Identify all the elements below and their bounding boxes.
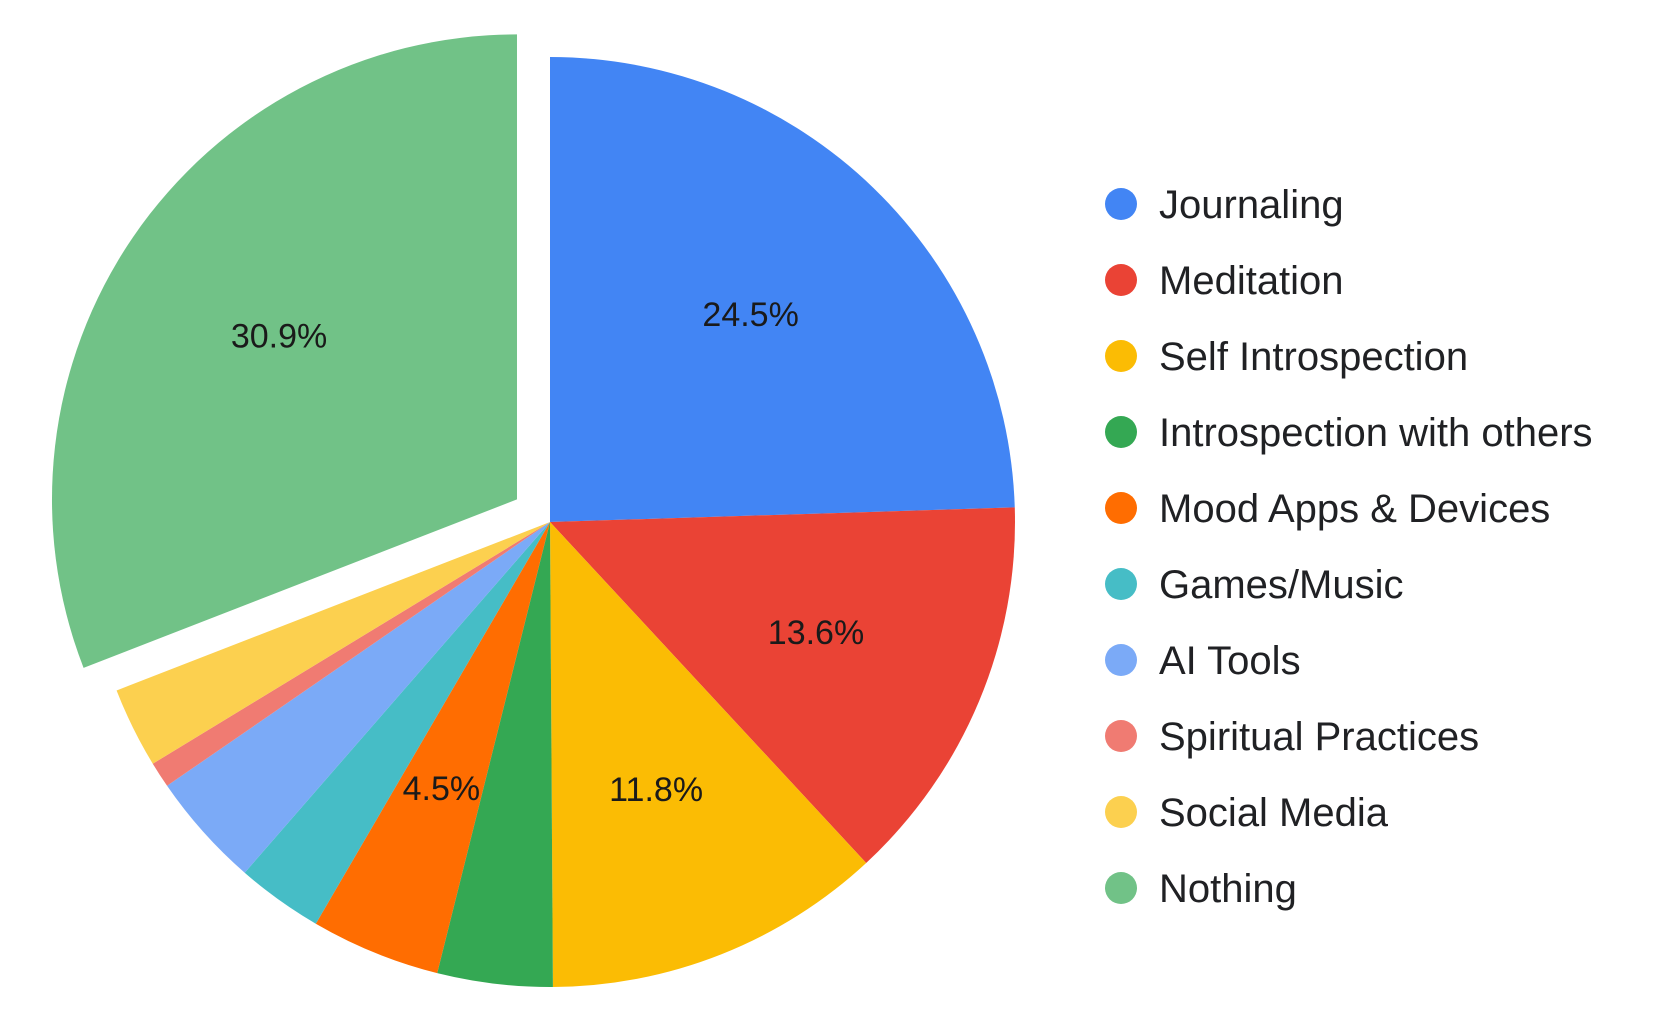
- chart-legend: Journaling Meditation Self Introspection In…: [1105, 180, 1645, 940]
- pie-slice-meditation: [550, 507, 1015, 863]
- pie-slice-introspection-with-others: [437, 522, 553, 987]
- legend-label: Meditation: [1159, 259, 1344, 303]
- legend-swatch-icon: [1105, 568, 1137, 600]
- legend-item-social-media: Social Media: [1105, 788, 1645, 838]
- legend-swatch-icon: [1105, 872, 1137, 904]
- slice-label-mood-apps-and-devices: 4.5%: [403, 770, 481, 808]
- pie-slice-games-music: [244, 522, 550, 924]
- pie-slice-mood-apps-and-devices: [315, 522, 550, 974]
- legend-label: Nothing: [1159, 867, 1297, 911]
- legend-item-journaling: Journaling: [1105, 180, 1645, 230]
- legend-item-ai-tools: AI Tools: [1105, 636, 1645, 686]
- legend-label: Introspection with others: [1159, 411, 1593, 455]
- legend-swatch-icon: [1105, 720, 1137, 752]
- legend-item-introspection-with-others: Introspection with others: [1105, 408, 1645, 458]
- slice-label-self-introspection: 11.8%: [609, 771, 703, 809]
- legend-item-games-music: Games/Music: [1105, 560, 1645, 610]
- legend-swatch-icon: [1105, 492, 1137, 524]
- legend-swatch-icon: [1105, 796, 1137, 828]
- legend-swatch-icon: [1105, 188, 1137, 220]
- legend-swatch-icon: [1105, 340, 1137, 372]
- pie-slice-self-introspection: [550, 522, 867, 987]
- pie-slice-nothing: [51, 34, 517, 668]
- pie-slices: [51, 34, 1015, 987]
- legend-swatch-icon: [1105, 416, 1137, 448]
- legend-label: Spiritual Practices: [1159, 715, 1480, 759]
- pie-slice-labels: 24.5% 13.6% 11.8% 4.5% 30.9%: [231, 296, 864, 809]
- legend-swatch-icon: [1105, 264, 1137, 296]
- legend-item-meditation: Meditation: [1105, 256, 1645, 306]
- legend-item-mood-apps-and-devices: Mood Apps & Devices: [1105, 484, 1645, 534]
- pie-slice-journaling: [550, 57, 1015, 522]
- legend-item-spiritual-practices: Spiritual Practices: [1105, 712, 1645, 762]
- pie-slice-spiritual-practices: [152, 522, 551, 786]
- legend-label: Self Introspection: [1159, 335, 1469, 379]
- legend-label: Social Media: [1159, 791, 1389, 835]
- legend-item-nothing: Nothing: [1105, 864, 1645, 914]
- legend-label: AI Tools: [1159, 639, 1301, 683]
- legend-item-self-introspection: Self Introspection: [1105, 332, 1645, 382]
- legend-label: Games/Music: [1159, 563, 1404, 607]
- legend-label: Mood Apps & Devices: [1159, 487, 1551, 531]
- pie-slice-social-media: [116, 522, 551, 764]
- slice-label-meditation: 13.6%: [768, 614, 864, 652]
- legend-swatch-icon: [1105, 644, 1137, 676]
- legend-label: Journaling: [1159, 183, 1344, 227]
- pie-slice-ai-tools: [167, 522, 550, 873]
- slice-label-nothing: 30.9%: [231, 318, 327, 356]
- slice-label-journaling: 24.5%: [702, 296, 798, 334]
